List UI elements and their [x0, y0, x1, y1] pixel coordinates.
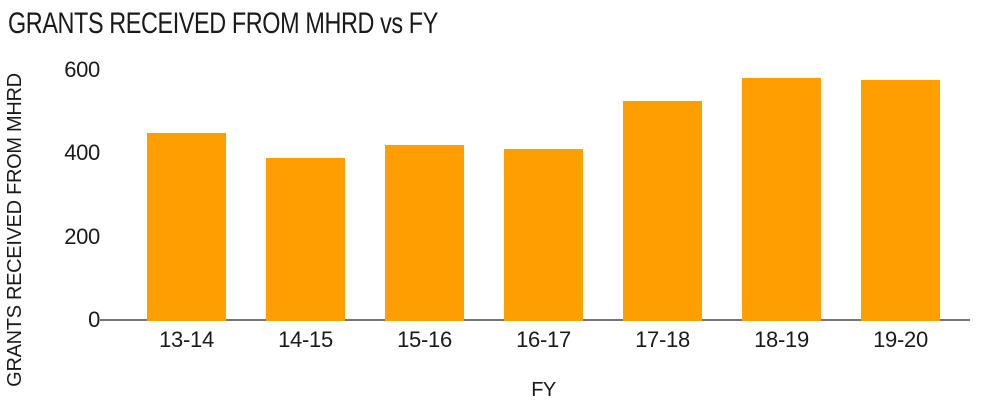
x-tick-label-15-16: 15-16	[397, 327, 452, 352]
bar-15-16	[385, 145, 464, 321]
y-tick-label-200: 200	[64, 223, 100, 249]
x-axis-title: FY	[531, 379, 556, 401]
bar-19-20	[861, 80, 940, 321]
y-axis-ticks: 0 200 400 600	[0, 0, 100, 412]
x-tick-label-18-19: 18-19	[754, 327, 809, 352]
x-tick-label-16-17: 16-17	[516, 327, 571, 352]
bar-18-19	[742, 78, 821, 321]
plot-area	[127, 70, 960, 321]
x-tick-label-13-14: 13-14	[159, 327, 214, 352]
bar-17-18	[623, 101, 702, 321]
y-tick-label-0: 0	[88, 307, 100, 332]
x-axis-ticks: 13-14 14-15 15-16 16-17 17-18 18-19 19-20	[127, 328, 960, 352]
chart-title: GRANTS RECEIVED FROM MHRD vs FY	[8, 7, 438, 40]
x-tick-label-17-18: 17-18	[635, 327, 690, 352]
x-tick-label-19-20: 19-20	[873, 327, 928, 352]
x-tick-label-14-15: 14-15	[278, 327, 333, 352]
bar-13-14	[147, 132, 226, 321]
y-tick-label-600: 600	[64, 57, 100, 82]
bar-14-15	[266, 157, 345, 321]
bar-16-17	[504, 149, 583, 321]
y-tick-label-400: 400	[64, 140, 100, 166]
